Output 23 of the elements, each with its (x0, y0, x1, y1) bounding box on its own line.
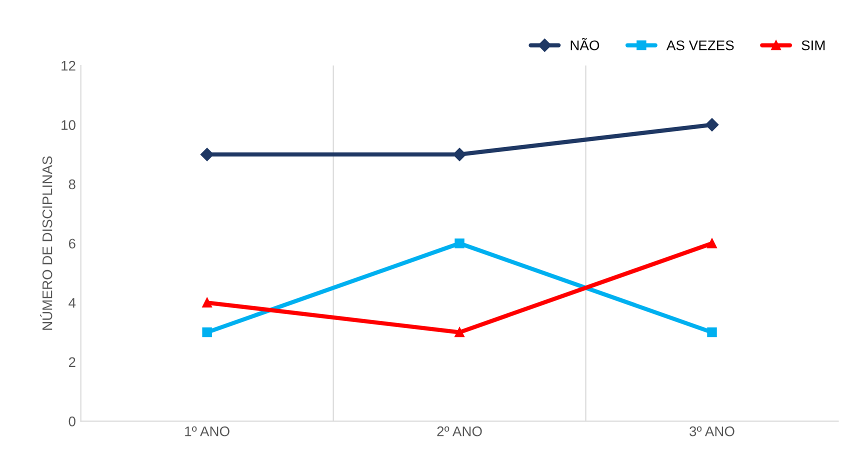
y-tick-label: 4 (68, 298, 76, 308)
x-tick-label: 2º ANO (437, 426, 482, 436)
point (705, 118, 719, 132)
point (707, 238, 717, 248)
y-tick-label: 8 (68, 179, 76, 190)
y-tick-label: 0 (68, 416, 76, 426)
point (454, 327, 464, 338)
legend-label: AS VEZES (666, 40, 734, 50)
y-tick-label: 10 (62, 120, 76, 130)
point (452, 148, 466, 162)
legend-label: NÃO (570, 38, 600, 50)
y-tick-label: 6 (68, 238, 76, 249)
y-tick-label: 12 (62, 60, 76, 71)
x-tick-label: 3º ANO (690, 426, 734, 436)
y-tick-label: 2 (68, 357, 76, 367)
point (707, 327, 717, 338)
point (454, 238, 464, 248)
legend-label: SIM (802, 40, 825, 50)
point (202, 327, 212, 338)
point (200, 148, 214, 162)
x-tick-label: 1º ANO (185, 426, 230, 436)
y-axis-title: NÚMERO DE DISCIPLINAS (40, 156, 52, 330)
point (202, 298, 212, 308)
